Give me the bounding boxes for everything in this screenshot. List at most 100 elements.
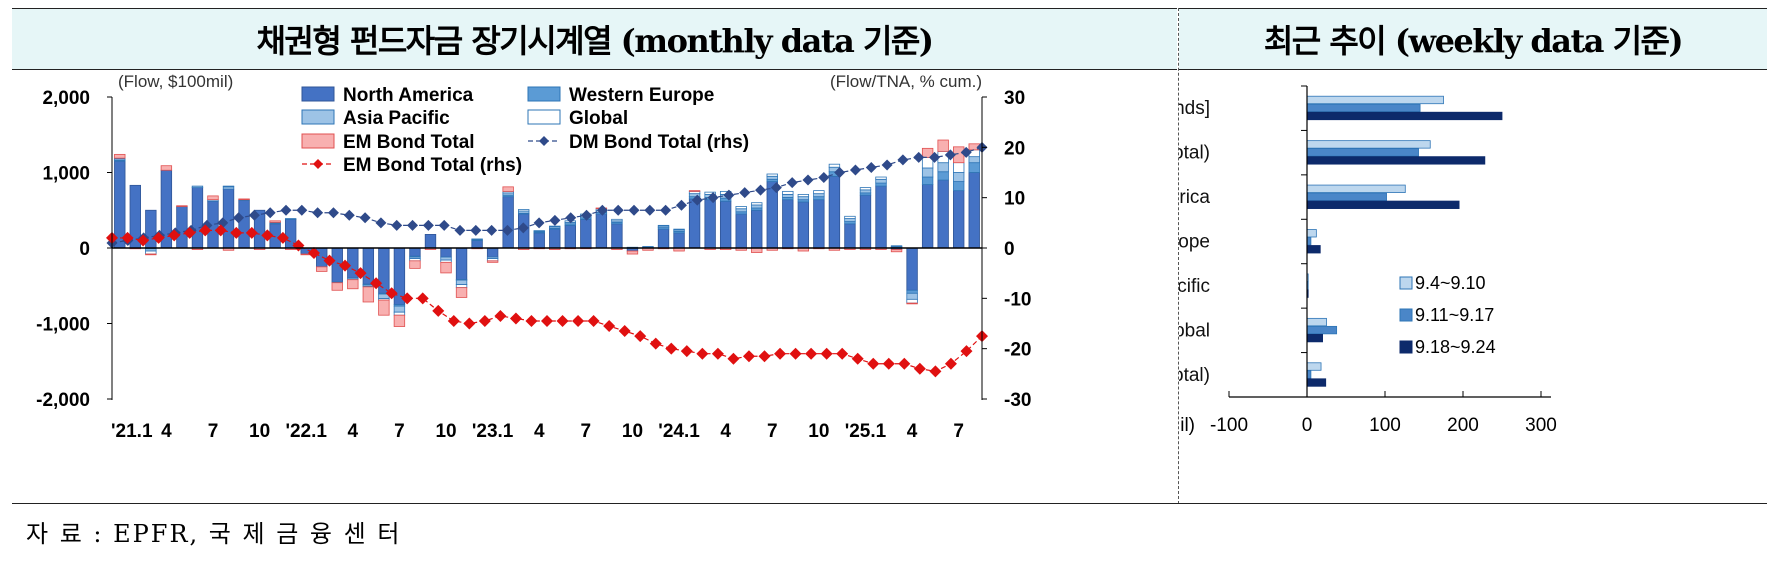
- dm-line-point: [628, 204, 640, 216]
- weekly-bar: [1306, 192, 1387, 201]
- em-line-point: [556, 314, 569, 327]
- source-note: 자 료 : EPFR, 국 제 금 융 센 터: [26, 520, 402, 548]
- dm-line-point: [312, 207, 324, 219]
- legend-marker: [539, 136, 549, 146]
- bar-em-bond-total: [393, 314, 406, 327]
- em-line-point: [370, 277, 383, 290]
- dm-line-point: [581, 209, 593, 221]
- bar-asia-pacific: [751, 204, 763, 209]
- weekly-flow-chart: [All Bond Funds] (DM Bond Total) North Ame…: [1179, 85, 1557, 436]
- value-tick-label: 200: [1447, 415, 1479, 436]
- dm-line-point: [296, 204, 308, 216]
- bar-asia-pacific: [782, 193, 794, 198]
- dm-line-point: [612, 204, 624, 216]
- monthly-chart-title: 채권형 펀드자금 장기시계열 (monthly data 기준): [12, 8, 1177, 70]
- value-axis-label: ($100mil): [1179, 415, 1195, 436]
- em-line-point: [789, 347, 802, 360]
- em-line-point: [836, 347, 849, 360]
- bar-north-america: [953, 190, 965, 249]
- bar-global: [844, 215, 856, 219]
- bar-north-america: [409, 247, 421, 257]
- weekly-bar: [1306, 245, 1321, 254]
- dm-line-point: [359, 212, 371, 224]
- x-tick-label: 10: [622, 421, 643, 442]
- bar-global: [704, 191, 716, 195]
- em-line-point: [758, 350, 771, 363]
- left-tick-label: -2,000: [36, 390, 90, 411]
- bar-north-america: [657, 228, 670, 249]
- right-tick-label: -20: [1004, 340, 1031, 361]
- bar-global: [549, 225, 561, 228]
- bar-global: [766, 173, 778, 177]
- x-tick-label: 10: [249, 421, 270, 442]
- em-line-point: [603, 320, 616, 333]
- em-line-point: [137, 234, 150, 247]
- bar-em-bond-total: [440, 261, 452, 274]
- em-line-point: [727, 352, 740, 365]
- left-tick-label: 2,000: [42, 88, 90, 109]
- weekly-bar: [1306, 103, 1421, 113]
- x-tick-label: '21.1: [111, 421, 153, 442]
- em-line-point: [820, 347, 833, 360]
- x-tick-label: '24.1: [658, 421, 700, 442]
- bar-north-america: [533, 232, 545, 249]
- bar-north-america: [440, 247, 452, 258]
- value-tick-label: 0: [1302, 415, 1313, 436]
- bar-asia-pacific: [859, 189, 872, 194]
- em-line-point: [494, 309, 507, 322]
- dm-line-point: [960, 146, 972, 158]
- bottom-rule: [12, 503, 1767, 504]
- em-line-point: [463, 317, 476, 330]
- em-line-point: [541, 314, 553, 327]
- bar-north-america: [191, 187, 204, 249]
- category-label: Western Europe: [1179, 232, 1210, 253]
- bar-north-america: [751, 209, 763, 249]
- bar-global: [953, 162, 965, 173]
- x-tick-label: 10: [808, 421, 829, 442]
- bar-western-europe: [906, 289, 918, 294]
- bar-north-america: [859, 194, 872, 249]
- dm-line-point: [327, 207, 339, 219]
- bar-em-bond-total: [114, 153, 126, 159]
- weekly-bar: [1306, 229, 1317, 238]
- legend-label: Western Europe: [569, 85, 714, 106]
- x-tick-label: 7: [394, 421, 405, 442]
- dm-line-point: [802, 174, 814, 186]
- bar-asia-pacific: [393, 305, 406, 313]
- weekly-bar: [1306, 317, 1327, 327]
- bar-north-america: [906, 247, 918, 291]
- em-line-point: [214, 224, 227, 237]
- x-tick-label: 7: [208, 421, 219, 442]
- bar-western-europe: [953, 181, 965, 192]
- bar-asia-pacific: [953, 172, 965, 182]
- right-tick-label: 30: [1004, 88, 1025, 109]
- bar-western-europe: [968, 162, 980, 173]
- em-line-point: [742, 350, 755, 363]
- em-line-point: [245, 226, 258, 239]
- em-line-point: [929, 365, 942, 378]
- x-tick-label: 10: [435, 421, 456, 442]
- em-line-point: [665, 342, 678, 355]
- bar-north-america: [968, 172, 980, 249]
- category-label: [All Bond Funds]: [1179, 98, 1210, 119]
- category-label: (EM Bond Total): [1179, 365, 1210, 386]
- weekly-bar: [1306, 156, 1486, 165]
- dm-line-point: [691, 194, 703, 206]
- em-line-point: [851, 352, 864, 365]
- legend-swatch: [301, 133, 335, 149]
- value-tick-label: 100: [1369, 415, 1401, 436]
- legend-label: DM Bond Total (rhs): [569, 132, 749, 153]
- bar-north-america: [549, 228, 561, 249]
- dm-line-point: [660, 204, 672, 216]
- dm-line-point: [755, 184, 767, 196]
- bar-em-bond-total: [316, 266, 328, 272]
- bar-north-america: [937, 179, 949, 249]
- weekly-bar: [1306, 362, 1322, 371]
- x-tick-label: 7: [581, 421, 592, 442]
- bar-north-america: [238, 200, 250, 249]
- weekly-bar: [1306, 95, 1444, 105]
- bar-global: [782, 190, 794, 195]
- em-line-point: [944, 357, 957, 370]
- dm-line-point: [454, 224, 466, 236]
- em-line-point: [587, 314, 600, 327]
